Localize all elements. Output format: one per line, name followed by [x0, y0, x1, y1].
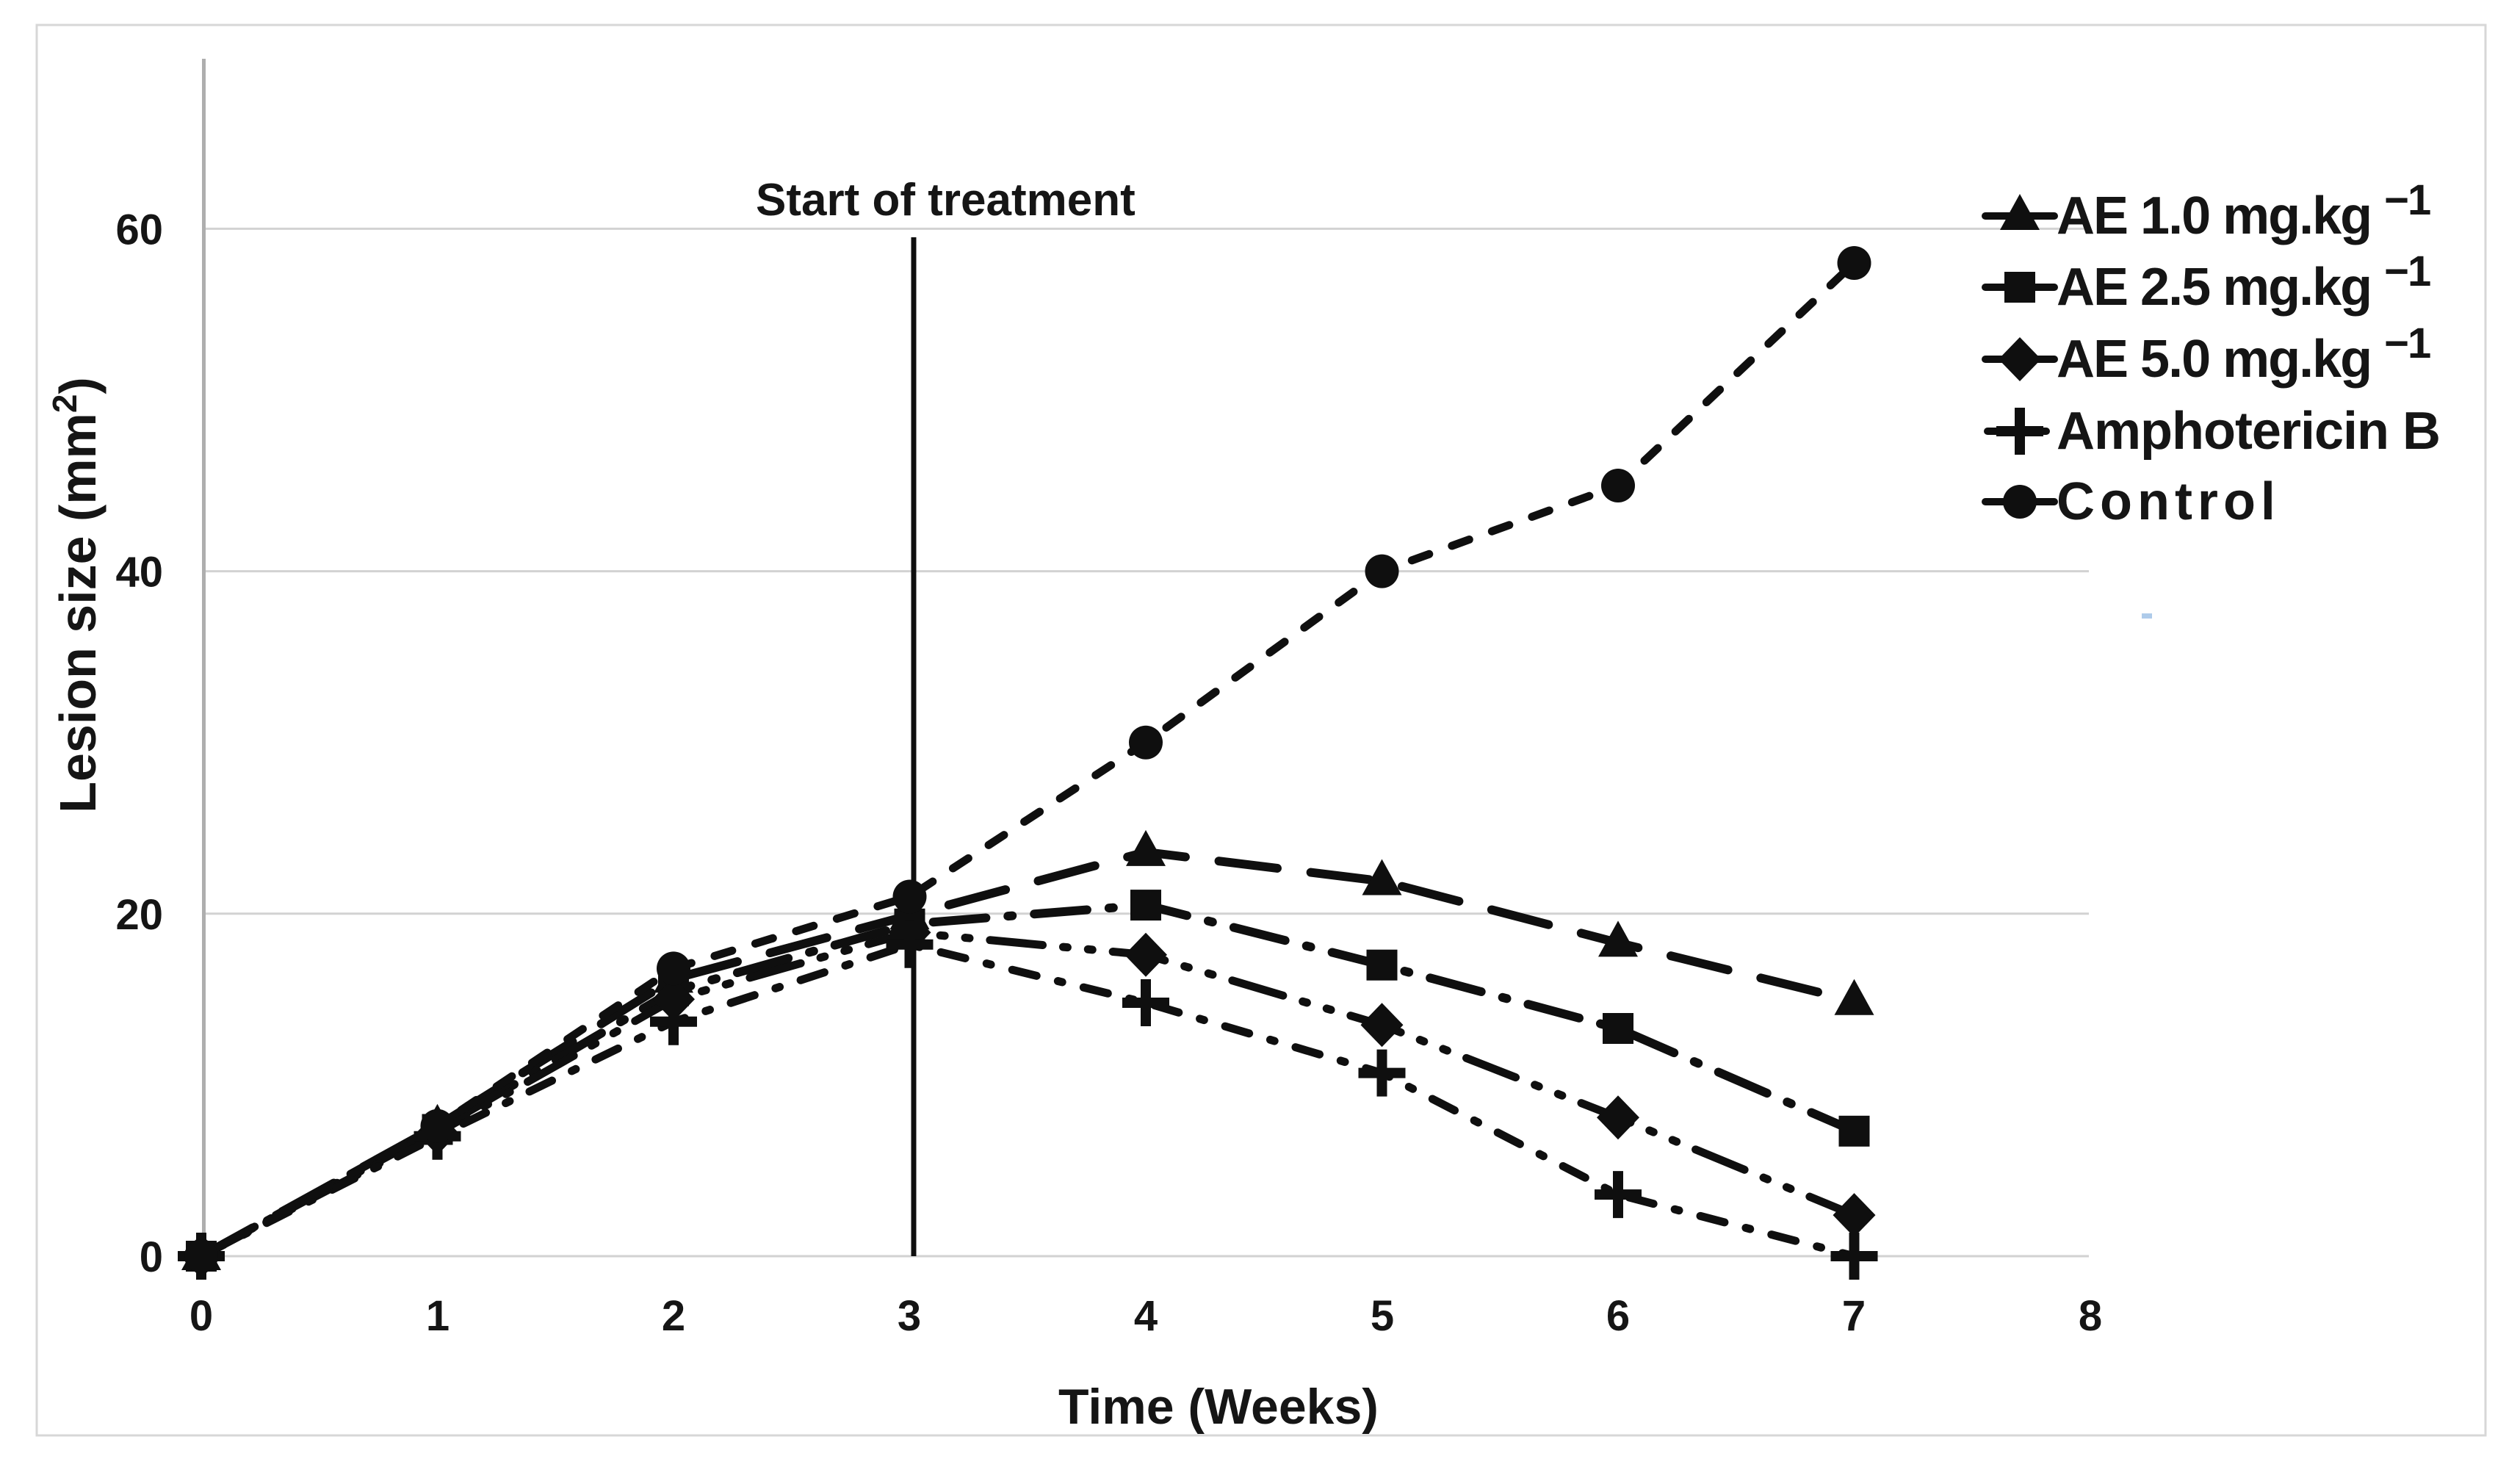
svg-text:20: 20	[115, 891, 163, 939]
svg-text:1: 1	[426, 1292, 450, 1340]
svg-text:5: 5	[1371, 1292, 1394, 1340]
svg-text:Control: Control	[2057, 472, 2281, 531]
svg-text:AE 2.5 mg.kg−1: AE 2.5 mg.kg −1	[2057, 248, 2430, 317]
svg-text:40: 40	[115, 549, 163, 596]
svg-text:Lesion size (mm2): Lesion size (mm2)	[46, 377, 106, 813]
svg-text:Start of treatment: Start of treatment	[756, 175, 1136, 226]
svg-text:4: 4	[1134, 1292, 1158, 1340]
svg-text:0: 0	[140, 1233, 163, 1281]
svg-text:AE 5.0 mg.kg−1: AE 5.0 mg.kg −1	[2057, 320, 2430, 389]
svg-text:Time (Weeks): Time (Weeks)	[1058, 1379, 1379, 1435]
svg-text:Amphotericin B: Amphotericin B	[2057, 402, 2440, 461]
svg-text:8: 8	[2079, 1292, 2102, 1340]
svg-text:AE 1.0 mg.kg−1: AE 1.0 mg.kg −1	[2057, 176, 2430, 245]
svg-text:6: 6	[1606, 1292, 1630, 1340]
svg-text:3: 3	[898, 1292, 921, 1340]
svg-text:2: 2	[662, 1292, 685, 1340]
svg-text:7: 7	[1842, 1292, 1866, 1340]
svg-text:0: 0	[189, 1292, 213, 1340]
svg-text:60: 60	[115, 206, 163, 253]
